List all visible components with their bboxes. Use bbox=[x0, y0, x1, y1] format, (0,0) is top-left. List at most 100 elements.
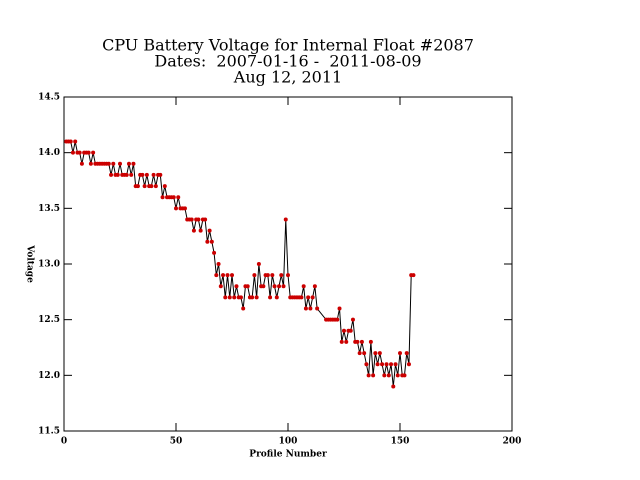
chart-title: CPU Battery Voltage for Internal Float #… bbox=[102, 36, 474, 55]
data-point bbox=[277, 284, 282, 289]
data-point bbox=[142, 184, 147, 189]
data-point bbox=[227, 295, 232, 300]
data-point bbox=[274, 295, 279, 300]
data-point bbox=[389, 362, 394, 367]
y-tick-label: 12.0 bbox=[38, 371, 60, 381]
data-point bbox=[301, 284, 306, 289]
chart-date: Aug 12, 2011 bbox=[233, 68, 342, 87]
data-point bbox=[223, 295, 228, 300]
x-tick-label: 50 bbox=[170, 437, 183, 447]
data-point bbox=[171, 195, 176, 200]
data-point bbox=[306, 295, 311, 300]
data-point bbox=[350, 317, 355, 322]
data-point bbox=[402, 373, 407, 378]
data-point bbox=[182, 206, 187, 211]
x-tick-label: 200 bbox=[503, 437, 522, 447]
y-tick-label: 14.0 bbox=[38, 148, 60, 158]
data-point bbox=[109, 172, 114, 177]
data-point bbox=[256, 262, 261, 266]
data-point bbox=[162, 184, 167, 189]
data-point bbox=[404, 351, 409, 356]
data-point bbox=[196, 217, 201, 222]
data-point bbox=[357, 351, 362, 356]
data-point bbox=[144, 172, 149, 177]
data-point bbox=[111, 161, 116, 166]
chart-subtitle: Dates: 2007-01-16 - 2011-08-09 bbox=[154, 52, 421, 71]
data-point bbox=[131, 161, 136, 166]
data-point bbox=[203, 217, 208, 222]
data-point bbox=[225, 273, 230, 278]
data-point bbox=[124, 172, 129, 177]
data-point bbox=[230, 273, 234, 278]
data-point bbox=[205, 239, 210, 244]
data-point bbox=[283, 217, 288, 222]
data-point bbox=[312, 284, 317, 289]
data-point bbox=[366, 373, 371, 378]
data-point bbox=[286, 273, 290, 278]
x-tick-label: 0 bbox=[61, 437, 67, 447]
data-point bbox=[174, 206, 178, 211]
data-point bbox=[149, 184, 154, 189]
y-tick-label: 13.0 bbox=[38, 260, 60, 270]
data-point bbox=[252, 273, 257, 278]
data-point bbox=[158, 172, 163, 177]
data-point bbox=[393, 362, 398, 367]
data-point bbox=[160, 195, 165, 200]
data-point bbox=[118, 161, 122, 166]
data-point bbox=[153, 184, 158, 189]
y-tick-label: 12.5 bbox=[38, 315, 60, 325]
data-point bbox=[218, 284, 223, 289]
data-point bbox=[377, 351, 382, 356]
data-point bbox=[373, 351, 378, 356]
data-point bbox=[265, 273, 270, 278]
data-point bbox=[234, 284, 239, 289]
data-point bbox=[250, 295, 255, 300]
data-point bbox=[375, 362, 380, 367]
data-point bbox=[368, 339, 373, 344]
data-point bbox=[359, 339, 364, 344]
data-point bbox=[209, 239, 214, 244]
data-point bbox=[214, 273, 219, 278]
y-axis-label: Voltage bbox=[25, 244, 35, 283]
data-point bbox=[91, 150, 96, 155]
data-point bbox=[391, 384, 396, 389]
data-point bbox=[337, 306, 342, 311]
x-tick-label: 150 bbox=[391, 437, 410, 447]
data-point bbox=[129, 172, 134, 177]
data-point bbox=[68, 139, 73, 144]
data-point bbox=[348, 328, 353, 333]
y-tick-label: 11.5 bbox=[38, 427, 60, 437]
data-point bbox=[245, 284, 250, 289]
data-point bbox=[79, 161, 84, 166]
data-point bbox=[241, 306, 246, 311]
data-point bbox=[115, 172, 120, 177]
y-tick-label: 14.5 bbox=[38, 93, 60, 103]
data-point bbox=[135, 184, 140, 189]
data-point bbox=[398, 351, 402, 356]
data-point bbox=[380, 362, 385, 367]
y-tick-label: 13.5 bbox=[38, 204, 60, 214]
data-point bbox=[268, 295, 273, 300]
x-tick-label: 100 bbox=[279, 437, 298, 447]
data-point bbox=[106, 161, 111, 166]
data-point bbox=[362, 351, 367, 356]
data-point bbox=[207, 228, 212, 233]
data-line bbox=[66, 141, 414, 387]
data-point bbox=[272, 284, 277, 289]
data-point bbox=[86, 150, 91, 155]
data-point bbox=[364, 362, 369, 367]
data-point bbox=[281, 284, 286, 289]
data-point bbox=[191, 228, 196, 233]
data-point bbox=[88, 161, 93, 166]
data-point bbox=[315, 306, 320, 311]
data-point bbox=[303, 306, 308, 311]
data-point bbox=[126, 161, 131, 166]
data-point bbox=[371, 373, 376, 378]
data-point bbox=[411, 273, 416, 278]
data-point bbox=[238, 295, 243, 300]
data-point bbox=[270, 273, 275, 278]
data-point bbox=[382, 373, 387, 378]
data-point bbox=[216, 262, 221, 266]
x-axis-label: Profile Number bbox=[249, 450, 327, 460]
data-point bbox=[151, 172, 156, 177]
